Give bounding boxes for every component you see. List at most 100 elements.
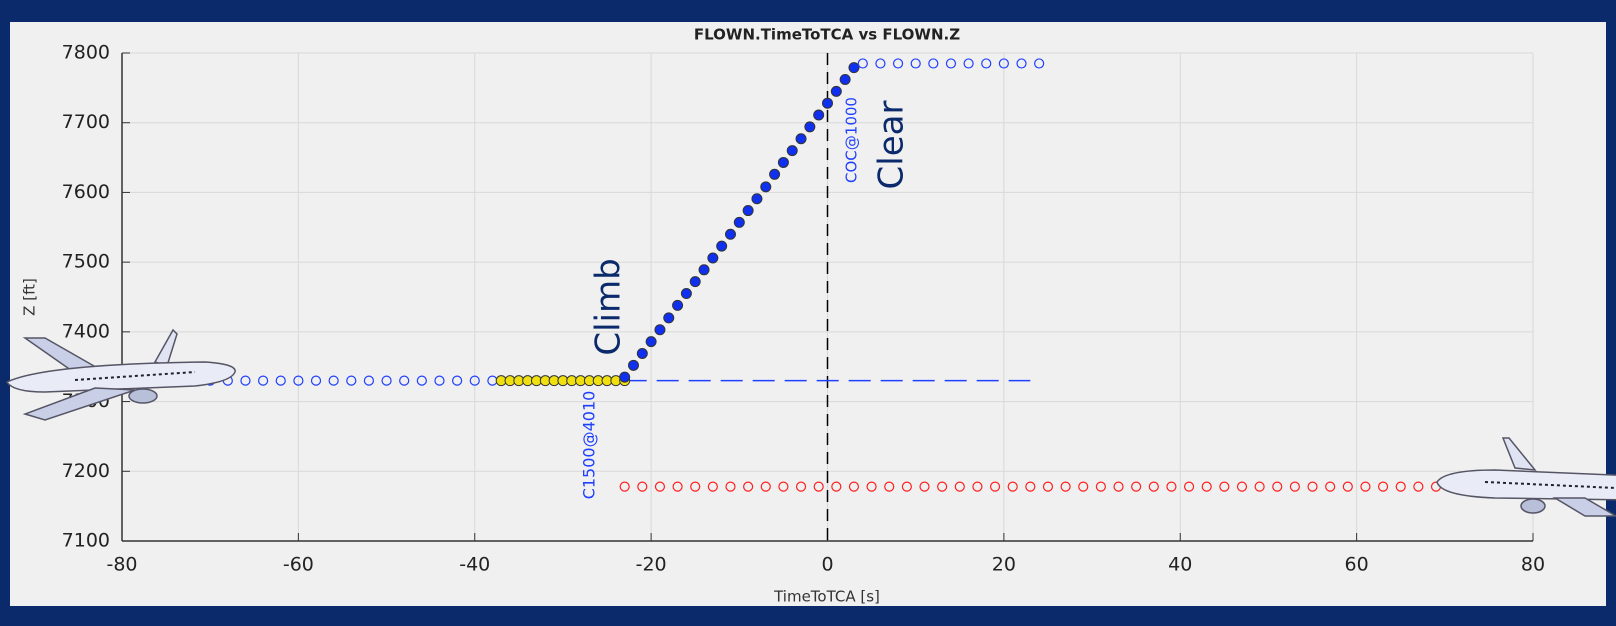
- x-tick-label: 60: [1345, 554, 1369, 576]
- point: [469, 375, 480, 386]
- point: [663, 312, 675, 324]
- annotation: C1500@4010: [580, 391, 599, 500]
- point: [804, 121, 816, 133]
- x-tick-label: 80: [1521, 554, 1545, 576]
- point: [831, 481, 842, 492]
- point: [866, 481, 877, 492]
- annotation: Clear: [872, 101, 912, 190]
- point: [989, 481, 1001, 492]
- point: [1307, 481, 1318, 492]
- point: [1078, 481, 1089, 492]
- point: [981, 58, 992, 69]
- point: [1377, 481, 1389, 492]
- point: [381, 375, 392, 386]
- point: [1342, 481, 1353, 492]
- point: [672, 299, 684, 311]
- point: [778, 481, 789, 492]
- point: [310, 375, 322, 386]
- y-tick-label: 7200: [62, 460, 110, 482]
- point: [452, 375, 463, 386]
- point: [293, 375, 304, 386]
- point: [760, 181, 772, 193]
- point: [637, 481, 648, 492]
- point: [751, 193, 763, 205]
- x-axis-label: TimeToTCA [s]: [773, 588, 880, 606]
- point: [1060, 481, 1071, 492]
- point: [627, 359, 639, 371]
- y-tick-label: 7600: [62, 181, 110, 203]
- point: [733, 216, 745, 228]
- x-tick-label: -20: [636, 554, 667, 576]
- point: [328, 375, 339, 386]
- point: [910, 58, 921, 69]
- point: [742, 205, 754, 217]
- annotation: COC@1000: [843, 97, 861, 183]
- point: [1007, 481, 1018, 492]
- point: [1025, 481, 1036, 492]
- x-tick-label: -80: [106, 554, 137, 576]
- y-tick-label: 7500: [62, 251, 110, 273]
- point: [795, 481, 807, 492]
- airplane-left: [5, 328, 236, 421]
- point: [725, 481, 736, 492]
- point: [690, 481, 701, 492]
- point: [258, 375, 269, 386]
- point: [1148, 481, 1159, 492]
- point: [346, 375, 357, 386]
- point: [945, 58, 957, 69]
- point: [848, 62, 860, 74]
- point: [363, 375, 375, 386]
- point: [743, 481, 754, 492]
- point: [399, 375, 410, 386]
- point: [857, 58, 868, 69]
- x-tick-label: -40: [459, 554, 490, 576]
- y-tick-label: 7700: [62, 111, 110, 133]
- point: [1042, 481, 1054, 492]
- point: [645, 336, 657, 348]
- y-tick-label: 7100: [62, 530, 110, 552]
- point: [724, 228, 736, 240]
- point: [786, 145, 798, 157]
- point: [707, 252, 719, 264]
- plot-area: 71007200730074007500760077007800-80-60-4…: [62, 42, 1545, 576]
- x-tick-label: 40: [1168, 554, 1192, 576]
- y-axis-label: Z [ft]: [21, 278, 39, 316]
- point: [901, 481, 912, 492]
- point: [1095, 481, 1106, 492]
- y-tick-label: 7400: [62, 320, 110, 342]
- x-tick-label: -60: [283, 554, 314, 576]
- point: [1166, 481, 1177, 492]
- point: [1289, 481, 1300, 492]
- point: [1254, 481, 1265, 492]
- point: [619, 371, 631, 383]
- point: [1131, 481, 1142, 492]
- point: [716, 240, 728, 252]
- airplane-right: [1436, 437, 1616, 517]
- point: [636, 347, 648, 359]
- y-tick-label: 7800: [62, 42, 110, 64]
- point: [619, 481, 630, 492]
- point: [795, 133, 807, 145]
- point: [830, 85, 842, 97]
- point: [275, 375, 286, 386]
- x-tick-label: 20: [992, 554, 1016, 576]
- point: [1325, 481, 1336, 492]
- figure-background: [10, 22, 1606, 606]
- point: [434, 375, 445, 386]
- point: [937, 481, 948, 492]
- point: [1413, 481, 1424, 492]
- point: [954, 481, 965, 492]
- point: [972, 481, 983, 492]
- point: [813, 481, 824, 492]
- point: [416, 375, 427, 386]
- point: [813, 109, 825, 121]
- point: [848, 481, 860, 492]
- point: [1034, 58, 1045, 69]
- point: [680, 288, 692, 300]
- point: [822, 97, 833, 109]
- point: [839, 73, 851, 85]
- point: [884, 481, 895, 492]
- point: [1236, 481, 1248, 492]
